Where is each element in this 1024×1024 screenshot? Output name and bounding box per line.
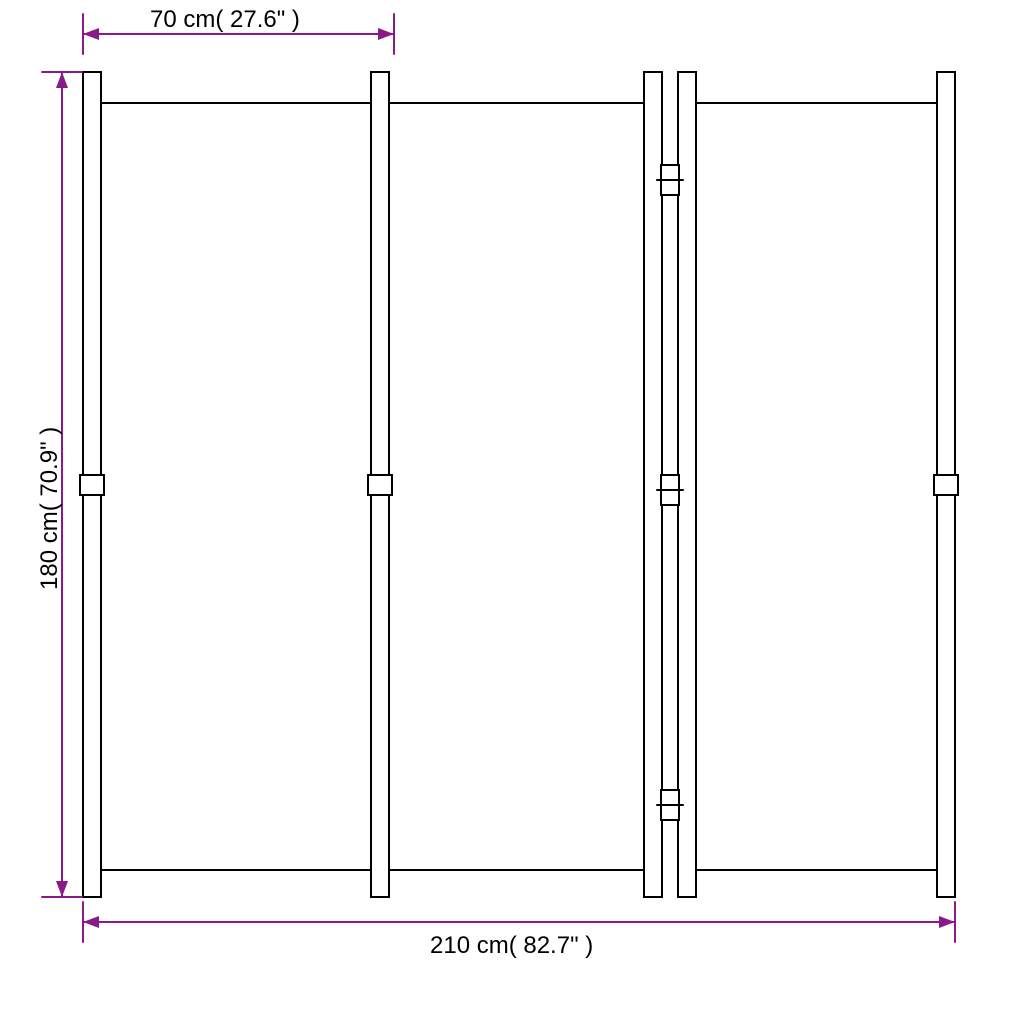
dim-panel-width-label: 70 cm( 27.6" ) bbox=[150, 6, 300, 34]
dim-total-width-label: 210 cm( 82.7" ) bbox=[430, 932, 593, 960]
dim-height-label: 180 cm( 70.9" ) bbox=[36, 427, 64, 590]
diagram-canvas: 70 cm( 27.6" ) 180 cm( 70.9" ) 210 cm( 8… bbox=[0, 0, 1024, 1024]
diagram-svg bbox=[0, 0, 1024, 1024]
